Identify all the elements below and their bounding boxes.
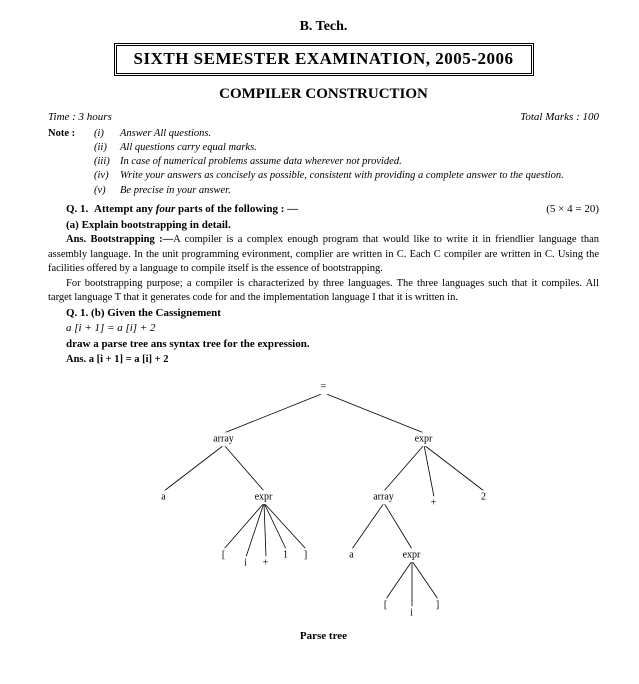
question-text: Attempt any four parts of the following … [94, 202, 298, 217]
tree-caption: Parse tree [48, 629, 599, 644]
time-text: Time : 3 hours [48, 110, 112, 125]
tree-node: i [408, 606, 415, 620]
tree-node: expr [413, 432, 435, 446]
tree-node: ] [302, 548, 309, 562]
note-num: (i) [94, 127, 120, 141]
exam-title: SIXTH SEMESTER EXAMINATION, 2005-2006 [134, 49, 514, 68]
note-num: (ii) [94, 141, 120, 155]
tree-node: expr [253, 490, 275, 504]
note-num: (iii) [94, 155, 120, 169]
degree-heading: B. Tech. [48, 18, 599, 37]
tree-node: a [347, 548, 355, 562]
note-num: (iv) [94, 169, 120, 183]
note-text: In case of numerical problems assume dat… [120, 155, 402, 169]
q-pre: Attempt any [94, 203, 156, 215]
total-marks-text: Total Marks : 100 [520, 110, 599, 125]
marks-text: (5 × 4 = 20) [546, 202, 599, 217]
part-b-task: draw a parse tree ans syntax tree for th… [66, 337, 599, 352]
answer-b: Ans. a [i + 1] = a [i] + 2 [66, 353, 599, 367]
answer-a-para1: Ans. Bootstrapping :—A compiler is a com… [48, 233, 599, 276]
question-number: Q. 1. [48, 202, 94, 217]
tree-node: [ [382, 598, 389, 612]
tree-node: array [371, 490, 396, 504]
notes-block: Note : (i) Answer All questions. (ii)All… [48, 127, 599, 198]
q-post: parts of the following : — [175, 203, 298, 215]
tree-node: expr [401, 548, 423, 562]
note-text: Answer All questions. [120, 127, 211, 141]
tree-node: i [242, 556, 249, 570]
meta-row: Time : 3 hours Total Marks : 100 [48, 110, 599, 125]
parse-tree-diagram: = array expr a expr array +2 [ i +1] a expr [ i] [94, 377, 554, 625]
tree-node: + [429, 496, 439, 510]
note-label: Note : [48, 127, 94, 141]
question-row: Q. 1. Attempt any four parts of the foll… [48, 202, 599, 217]
tree-node: ] [434, 598, 441, 612]
answer-a-body2: For bootstrapping purpose; a compiler is… [48, 278, 599, 303]
note-num: (v) [94, 184, 120, 198]
tree-node: 1 [281, 548, 290, 562]
tree-node: = [319, 380, 329, 394]
tree-node: a [159, 490, 167, 504]
tree-node: array [211, 432, 236, 446]
exam-title-box: SIXTH SEMESTER EXAMINATION, 2005-2006 [114, 43, 534, 76]
part-b-heading: Q. 1. (b) Given the Cassignement [66, 306, 599, 321]
answer-a-para2: For bootstrapping purpose; a compiler is… [48, 277, 599, 305]
part-a-heading: (a) Explain bootstrapping in detail. [66, 218, 599, 233]
tree-node: [ [220, 548, 227, 562]
note-text: All questions carry equal marks. [120, 141, 257, 155]
q-emph: four [156, 203, 176, 215]
answer-a-label: Ans. Bootstrapping :— [66, 234, 173, 245]
note-text: Be precise in your answer. [120, 184, 231, 198]
part-b-expression: a [i + 1] = a [i] + 2 [66, 321, 599, 336]
subject-heading: COMPILER CONSTRUCTION [48, 84, 599, 104]
tree-node: 2 [479, 490, 488, 504]
note-text: Write your answers as concisely as possi… [120, 169, 564, 183]
tree-node: + [261, 556, 271, 570]
